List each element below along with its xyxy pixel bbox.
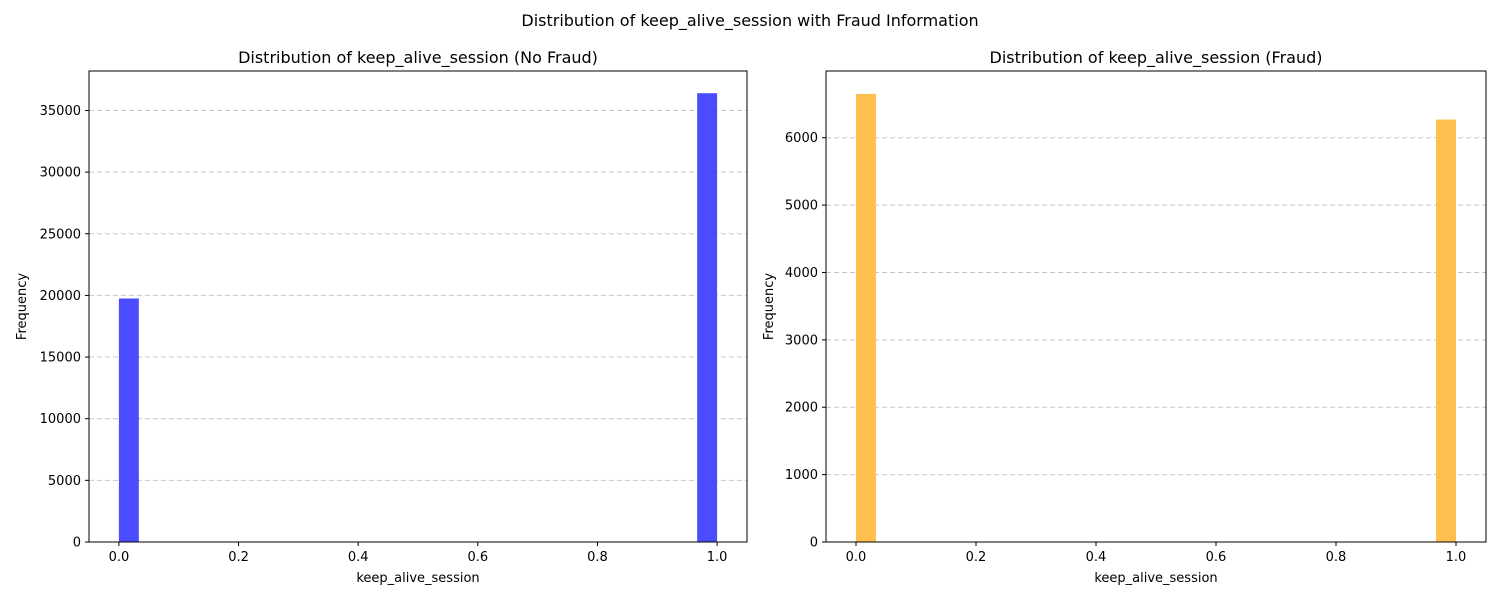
x-tick-label: 0.4 <box>348 550 369 565</box>
x-tick-label: 0.4 <box>1086 550 1107 565</box>
histogram-bar <box>1436 119 1456 543</box>
x-tick-label: 0.0 <box>109 550 130 565</box>
y-tick-label: 2000 <box>785 401 818 416</box>
y-tick-label: 10000 <box>40 412 81 427</box>
y-tick-label: 5000 <box>48 474 81 489</box>
x-tick-label: 0.0 <box>846 550 867 565</box>
x-axis-label-fraud: keep_alive_session <box>1094 571 1217 586</box>
x-tick-label: 0.8 <box>587 550 608 565</box>
x-tick-label: 0.2 <box>966 550 987 565</box>
y-tick-label: 6000 <box>785 131 818 146</box>
y-axis-label-no-fraud: Frequency <box>15 273 30 340</box>
y-tick-label: 35000 <box>40 104 81 119</box>
histogram-bar <box>118 298 139 542</box>
y-tick-label: 0 <box>810 536 818 551</box>
y-tick-label: 5000 <box>785 199 818 214</box>
y-tick-label: 25000 <box>40 227 81 242</box>
histogram-bar <box>697 93 718 542</box>
y-tick-label: 15000 <box>40 351 81 366</box>
y-axis-label-fraud: Frequency <box>762 273 777 340</box>
y-tick-label: 30000 <box>40 166 81 181</box>
x-tick-label: 1.0 <box>707 550 728 565</box>
y-tick-label: 0 <box>73 536 81 551</box>
y-tick-label: 20000 <box>40 289 81 304</box>
y-tick-label: 3000 <box>785 333 818 348</box>
x-tick-label: 0.6 <box>467 550 488 565</box>
x-tick-label: 0.6 <box>1206 550 1227 565</box>
y-tick-label: 1000 <box>785 468 818 483</box>
x-axis-label-no-fraud: keep_alive_session <box>356 571 479 586</box>
y-tick-label: 4000 <box>785 266 818 281</box>
chart-panel-no-fraud: Distribution of keep_alive_session (No F… <box>15 48 748 586</box>
plot-area-frame <box>88 70 748 543</box>
plot-area-frame <box>825 70 1487 543</box>
chart-title-no-fraud: Distribution of keep_alive_session (No F… <box>238 48 598 68</box>
chart-title-fraud: Distribution of keep_alive_session (Frau… <box>990 48 1323 68</box>
x-tick-label: 1.0 <box>1446 550 1467 565</box>
histogram-bar <box>856 93 876 542</box>
chart-panel-fraud: Distribution of keep_alive_session (Frau… <box>762 48 1487 586</box>
x-tick-label: 0.2 <box>228 550 249 565</box>
x-tick-label: 0.8 <box>1326 550 1347 565</box>
figure-title: Distribution of keep_alive_session with … <box>521 11 978 31</box>
